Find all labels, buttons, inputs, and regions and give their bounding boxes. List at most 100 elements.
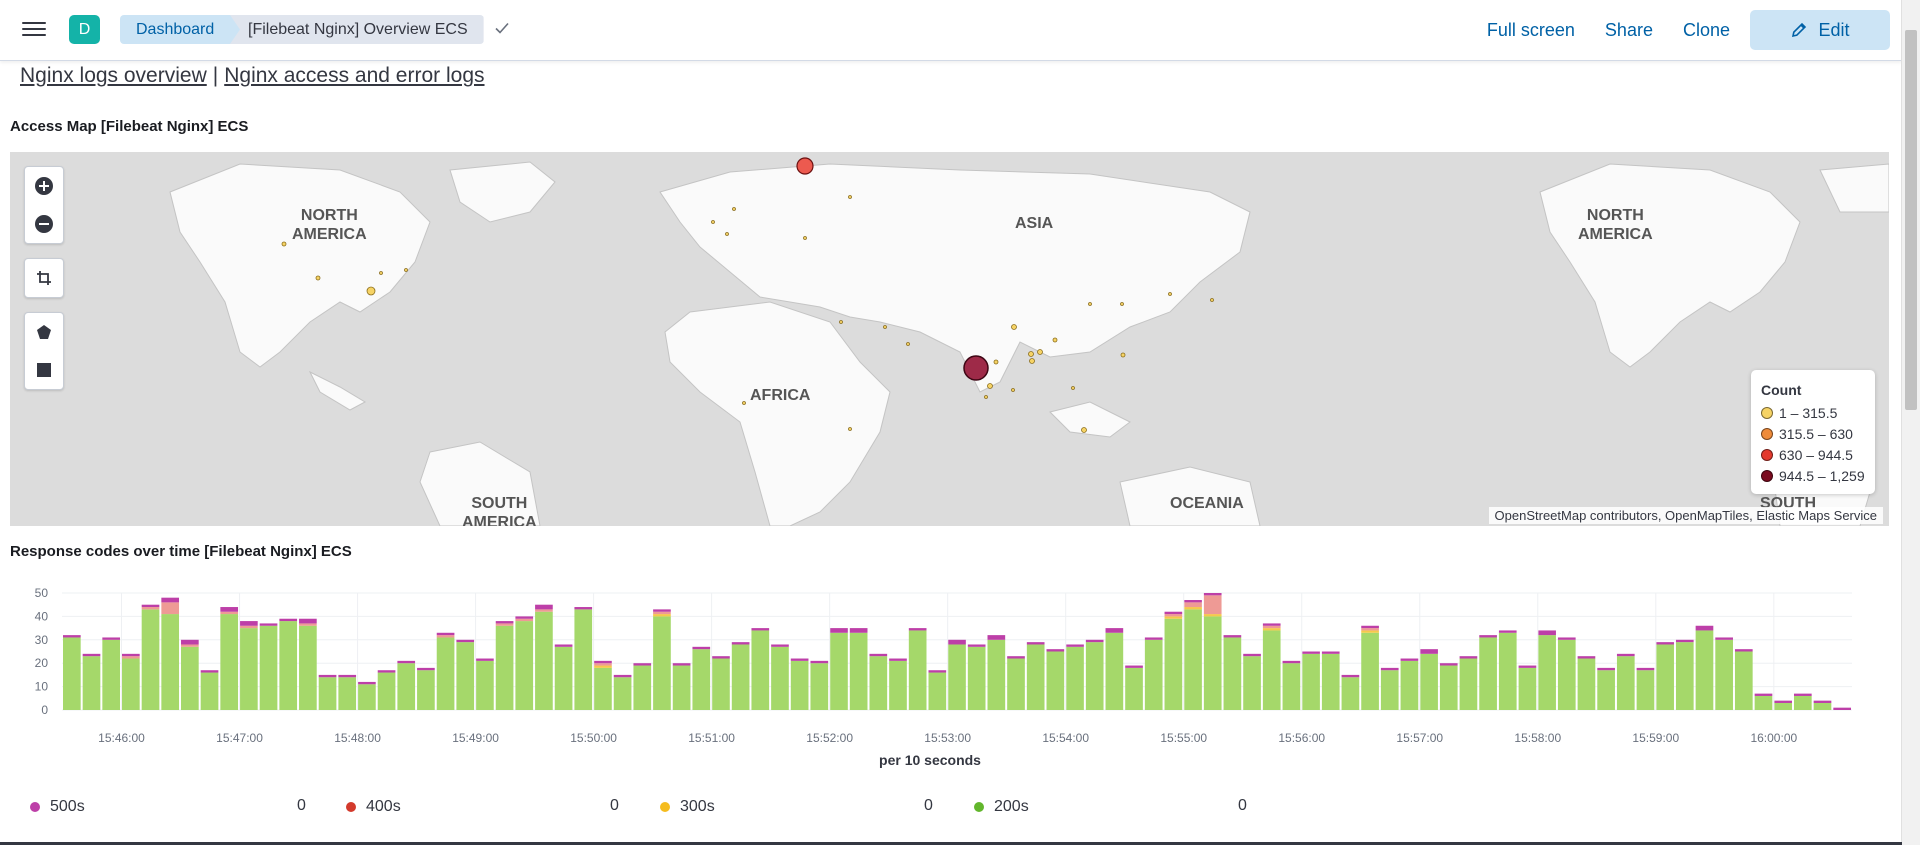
bar-segment [476, 660, 494, 710]
bar-segment [1498, 632, 1517, 710]
fit-to-data-button[interactable] [25, 259, 63, 297]
zoom-in-button[interactable] [25, 167, 63, 205]
bar-segment [338, 677, 357, 710]
bar-segment [1085, 642, 1104, 710]
x-tick-label: 15:58:00 [1514, 731, 1561, 745]
x-tick-label: 15:55:00 [1160, 731, 1207, 745]
bar-segment [161, 597, 180, 603]
share-button[interactable]: Share [1604, 19, 1653, 40]
bar-segment [1184, 602, 1202, 608]
polygon-icon [37, 325, 51, 339]
bar-segment [1243, 653, 1261, 657]
bar-segment [1262, 623, 1281, 626]
bar-segment [987, 639, 1006, 710]
x-tick-label: 16:00:00 [1750, 731, 1797, 745]
bar-segment [1007, 656, 1025, 659]
edit-button[interactable]: Edit [1750, 10, 1890, 50]
bar-segment [1793, 693, 1812, 696]
bar-segment [220, 614, 239, 710]
bar-segment [1282, 660, 1301, 664]
bar-segment [279, 618, 298, 622]
bar-segment [1262, 630, 1281, 710]
bottom-border [0, 842, 1902, 845]
bar-segment [1793, 695, 1812, 710]
bar-segment [928, 670, 947, 673]
bar-segment [830, 632, 848, 710]
bar-segment [810, 660, 829, 664]
bar-segment [1656, 642, 1674, 645]
bar-segment [1734, 651, 1753, 710]
bar-segment [1046, 649, 1065, 652]
space-avatar[interactable]: D [69, 15, 100, 44]
legend-swatch [1761, 406, 1773, 419]
x-tick-label: 15:52:00 [806, 731, 853, 745]
menu-icon[interactable] [22, 18, 46, 42]
bar-segment [1321, 651, 1340, 654]
bar-segment [908, 628, 927, 631]
legend-swatch [1761, 469, 1773, 482]
bar-segment [574, 607, 593, 610]
bar-segment [771, 644, 789, 647]
bar-segment [1085, 639, 1104, 643]
bar-segment [1223, 635, 1242, 638]
series-name: 200s [994, 798, 1029, 815]
bar-segment [653, 614, 671, 617]
bar-segment [869, 656, 888, 710]
bar-segment [633, 663, 652, 666]
draw-bounds-button[interactable] [25, 351, 63, 389]
bar-segment [712, 658, 730, 710]
bar-segment [554, 644, 573, 647]
bar-segment [1734, 649, 1753, 652]
series-legend-200s[interactable]: 200s [974, 795, 1029, 819]
bar-segment [849, 632, 868, 710]
bar-segment [1026, 644, 1045, 710]
bar-segment [1538, 635, 1556, 710]
breadcrumb-dashboard[interactable]: Dashboard [120, 15, 242, 44]
bar-segment [928, 672, 947, 710]
series-name: 300s [680, 798, 715, 815]
series-legend-300s[interactable]: 300s [660, 795, 715, 819]
bar-segment [181, 639, 199, 645]
bar-segment [1184, 609, 1202, 710]
series-legend-500s[interactable]: 500s [30, 795, 85, 819]
bar-segment [1223, 637, 1242, 710]
legend-label: 944.5 – 1,259 [1779, 467, 1865, 484]
map-label-oceania: OCEANIA [1170, 495, 1244, 512]
page-scrollbar[interactable] [1901, 0, 1920, 845]
scrollbar-thumb[interactable] [1905, 30, 1917, 410]
map-label-asia: ASIA [1015, 215, 1054, 232]
bar-segment [594, 663, 612, 666]
draw-controls [24, 312, 64, 390]
nginx-access-error-logs-link[interactable]: Nginx access and error logs [224, 64, 485, 87]
clone-button[interactable]: Clone [1682, 19, 1730, 40]
bar-segment [1754, 693, 1773, 696]
bar-segment [299, 618, 317, 624]
draw-polygon-button[interactable] [25, 313, 63, 351]
bar-segment [82, 653, 101, 657]
zoom-out-button[interactable] [25, 205, 63, 243]
bar-segment [869, 653, 888, 657]
access-map[interactable]: NORTH AMERICA ASIA AFRICA SOUTH AMERICA … [10, 152, 1889, 526]
bar-segment [1715, 637, 1733, 640]
x-tick-label: 15:46:00 [98, 731, 145, 745]
nginx-logs-overview-link[interactable]: Nginx logs overview [20, 64, 207, 87]
bar-segment [653, 609, 671, 612]
series-legend-400s[interactable]: 400s [346, 795, 401, 819]
bar-segment [1675, 642, 1694, 710]
bar-segment [830, 628, 848, 633]
response-codes-chart[interactable]: 0 10 20 30 40 50 15:46:00 15:47:00 15:48:00 15:49… [10, 578, 1889, 778]
bar-segment [1066, 644, 1084, 647]
bar-segment [102, 637, 121, 640]
bar-segment [1656, 644, 1674, 710]
map-attribution[interactable]: OpenStreetMap contributors, OpenMapTiles… [1488, 507, 1883, 524]
bar-segment [1518, 667, 1537, 710]
bar-segment [535, 611, 553, 710]
bar-segment [456, 642, 475, 710]
bar-segment [122, 658, 140, 710]
legend-row: 1 – 315.5 [1761, 402, 1865, 423]
full-screen-button[interactable]: Full screen [1486, 19, 1575, 40]
bar-segment [1420, 649, 1438, 654]
bar-segment [181, 644, 199, 647]
bar-segment [633, 665, 652, 710]
bar-segment [495, 625, 514, 710]
